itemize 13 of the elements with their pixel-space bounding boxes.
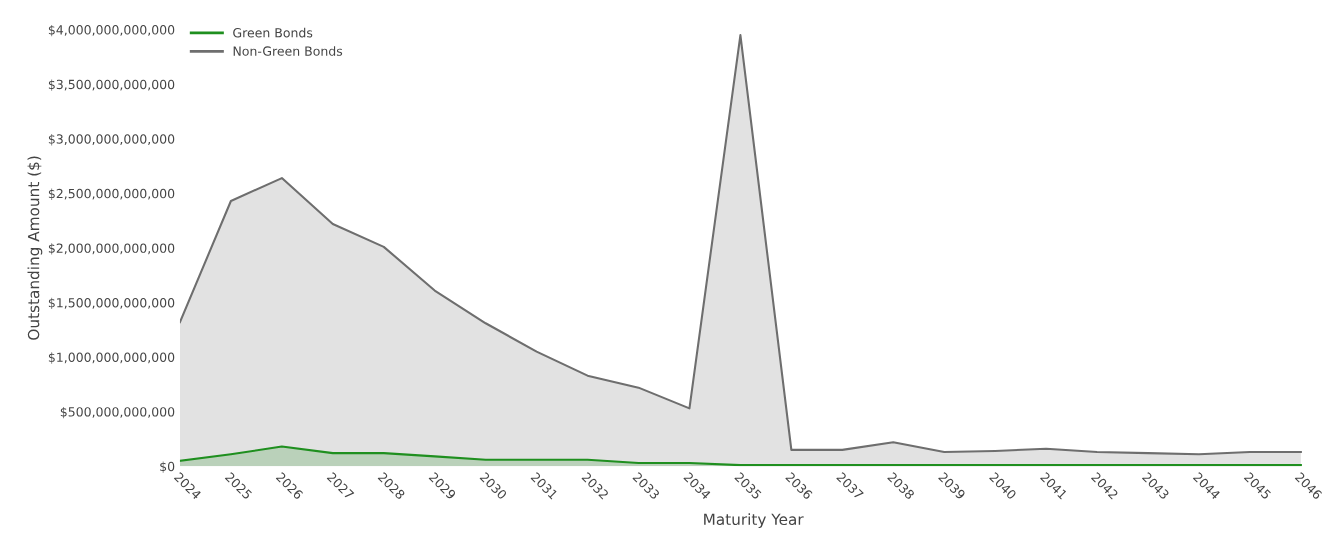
y-tick-label: $500,000,000,000 — [60, 406, 175, 419]
x-axis-title: Maturity Year — [704, 513, 804, 529]
y-tick-label: $2,000,000,000,000 — [48, 243, 175, 255]
y-axis-title: Outstanding Amount ($) — [27, 156, 43, 340]
y-tick-label: $0 — [160, 461, 175, 473]
y-tick-label: $1,000,000,000,000 — [48, 352, 175, 364]
y-tick-label: $3,000,000,000,000 — [48, 134, 175, 146]
legend-label: Green Bonds — [233, 27, 313, 38]
y-tick-label: $3,500,000,000,000 — [48, 79, 175, 91]
legend-label: Non-Green Bonds — [233, 46, 343, 56]
y-tick-label: $2,500,000,000,000 — [48, 188, 175, 200]
y-tick-label: $4,000,000,000,000 — [48, 24, 175, 37]
y-tick-label: $1,500,000,000,000 — [48, 297, 175, 310]
